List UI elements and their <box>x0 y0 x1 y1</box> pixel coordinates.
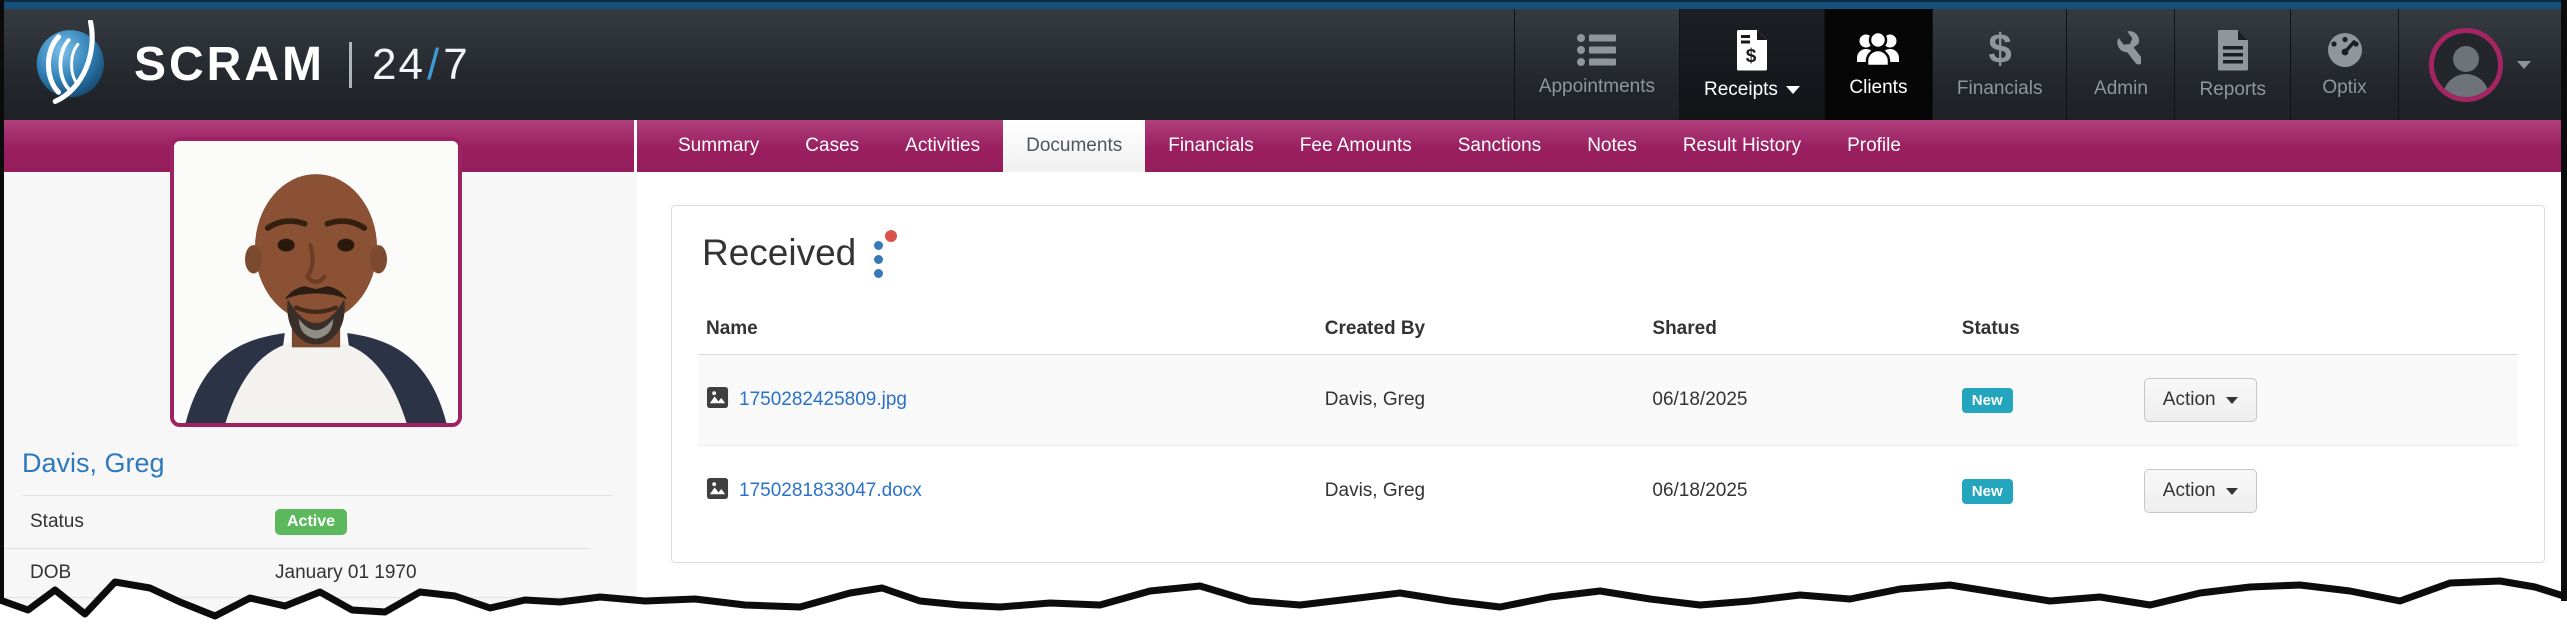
receipts-icon: $ <box>1735 29 1769 71</box>
action-dropdown-button[interactable]: Action <box>2143 469 2257 513</box>
nav-label: Optix <box>2322 76 2367 98</box>
tabbar-sidebar-gap <box>0 120 637 172</box>
action-caret-icon <box>2225 487 2238 495</box>
documents-main: Received Name Created By Shared <box>637 172 2567 634</box>
top-accent-strip <box>0 0 2567 9</box>
new-status-badge: New <box>1961 387 2013 413</box>
nav-clients[interactable]: Clients <box>1823 9 1932 120</box>
dob-label: DOB <box>30 562 72 583</box>
image-file-icon <box>706 386 729 415</box>
client-status-row: Status Active <box>0 496 590 549</box>
clients-people-icon <box>1855 30 1901 69</box>
status-badge: Active <box>275 509 348 535</box>
tab-fee-amounts[interactable]: Fee Amounts <box>1299 135 1412 156</box>
brand-logo: SCRAM 24/7 <box>0 9 470 120</box>
document-row: 1750281833047.docx Davis, Greg 06/18/202… <box>698 445 2518 536</box>
scram-logo-icon <box>30 19 114 109</box>
nav-label: Reports <box>2199 78 2266 100</box>
admin-wrench-icon <box>2101 30 2141 70</box>
nav-label: Admin <box>2094 77 2148 99</box>
document-link[interactable]: 1750282425809.jpg <box>739 389 908 410</box>
nav-label: Appointments <box>1538 75 1655 97</box>
dob-value: January 01 1970 <box>275 562 417 583</box>
documents-table: Name Created By Shared Status <box>698 306 2518 536</box>
main-navbar: SCRAM 24/7 Appointments <box>0 9 2567 120</box>
document-row: 1750282425809.jpg Davis, Greg 06/18/2025… <box>698 354 2518 446</box>
client-site-row: Enrollment Site Arapahoe <box>0 598 590 634</box>
nav-admin[interactable]: Admin <box>2066 9 2174 120</box>
brand-247: 24/7 <box>372 39 470 89</box>
tab-financials[interactable]: Financials <box>1168 135 1254 156</box>
col-header-name: Name <box>698 306 1317 355</box>
action-dropdown-button[interactable]: Action <box>2143 378 2257 422</box>
new-status-badge: New <box>1961 478 2013 504</box>
reports-document-icon <box>2216 29 2250 71</box>
tab-sanctions[interactable]: Sanctions <box>1457 135 1542 156</box>
tab-documents[interactable]: Documents <box>1003 120 1146 172</box>
site-label: Enrollment Site <box>30 611 159 632</box>
svg-text:$: $ <box>1746 46 1757 67</box>
document-link[interactable]: 1750281833047.docx <box>739 480 922 501</box>
shared-cell: 06/18/2025 <box>1644 354 1954 446</box>
frame-border-right <box>2561 0 2567 601</box>
user-avatar <box>2429 27 2503 102</box>
nav-items: Appointments $ Receipts <box>1513 9 2567 120</box>
tab-activities[interactable]: Activities <box>905 135 981 156</box>
shared-cell: 06/18/2025 <box>1644 445 1954 536</box>
user-menu-caret-icon <box>2517 60 2531 69</box>
tab-profile[interactable]: Profile <box>1847 135 1901 156</box>
brand-divider <box>349 41 352 88</box>
client-dob-row: DOB January 01 1970 <box>0 549 590 598</box>
nav-label: Financials <box>1956 77 2043 99</box>
action-caret-icon <box>2225 396 2238 404</box>
col-header-created-by: Created By <box>1316 306 1645 355</box>
user-menu[interactable] <box>2398 9 2567 120</box>
optix-gauge-icon <box>2324 31 2366 69</box>
frame-border-left <box>0 0 4 600</box>
received-documents-card: Received Name Created By Shared <box>671 205 2545 563</box>
tab-notes[interactable]: Notes <box>1587 135 1637 156</box>
tab-summary[interactable]: Summary <box>678 135 760 156</box>
tab-result-history[interactable]: Result History <box>1682 135 1802 156</box>
nav-receipts[interactable]: $ Receipts <box>1679 9 1824 120</box>
col-header-action <box>2135 306 2518 355</box>
nav-reports[interactable]: Reports <box>2174 9 2290 120</box>
nav-financials[interactable]: $ Financials <box>1931 9 2067 120</box>
svg-text:$: $ <box>1988 30 2011 70</box>
brand-name: SCRAM <box>134 38 325 91</box>
client-name-link[interactable]: Davis, Greg <box>22 448 612 496</box>
created-by-cell: Davis, Greg <box>1316 354 1645 446</box>
client-tabs: Summary Cases Activities Documents Finan… <box>637 120 1924 172</box>
client-photo <box>170 137 462 427</box>
nav-label: Clients <box>1849 76 1908 98</box>
receipts-dropdown-caret-icon <box>1785 85 1800 94</box>
financials-dollar-icon: $ <box>1985 30 2015 70</box>
status-label: Status <box>30 511 84 532</box>
nav-appointments[interactable]: Appointments <box>1513 9 1679 120</box>
nav-optix[interactable]: Optix <box>2290 9 2398 120</box>
col-header-status: Status <box>1953 306 2136 355</box>
tab-cases[interactable]: Cases <box>805 135 860 156</box>
created-by-cell: Davis, Greg <box>1316 445 1645 536</box>
image-file-icon <box>706 477 729 506</box>
received-menu-dots-icon[interactable] <box>872 230 902 280</box>
site-value: Arapahoe <box>275 611 358 632</box>
nav-label: Receipts <box>1704 78 1778 100</box>
col-header-shared: Shared <box>1644 306 1954 355</box>
received-title: Received <box>702 232 857 273</box>
appointments-list-icon <box>1576 32 1618 68</box>
